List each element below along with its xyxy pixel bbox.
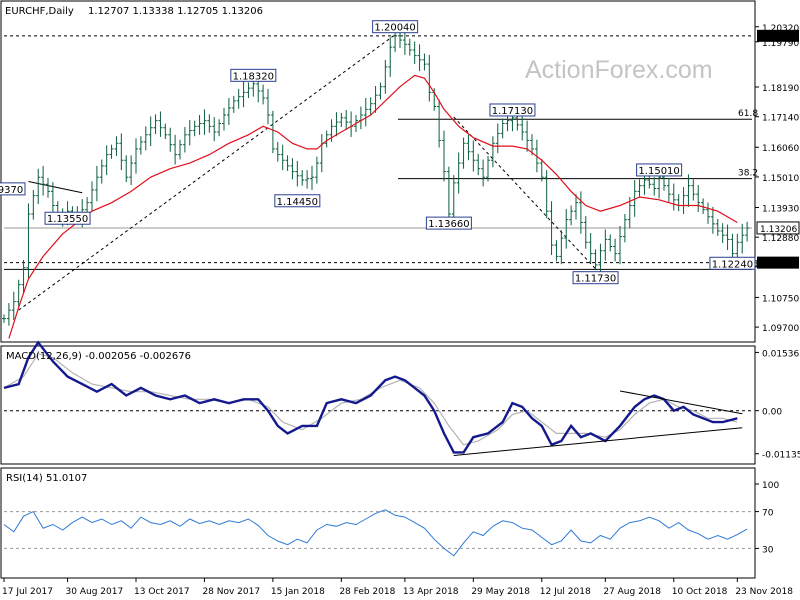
macd-trendline-0 [453,427,743,456]
price-tick-0: 1.20320 [762,24,799,34]
macd-layer [3,340,752,456]
level-tag-box-1 [757,256,799,269]
x-tick-8: 12 Jul 2018 [540,587,591,597]
x-tick-1: 30 Aug 2017 [66,587,124,597]
price-label-6: 1.13550 [47,214,88,225]
price-label-7: 1.12240 [712,259,753,270]
x-tick-6: 13 Apr 2018 [403,587,459,597]
rsi-tick-0: 100 [762,481,779,491]
fib-label-0: 61.8 [738,109,758,119]
rsi-line [3,509,748,557]
level-tag-box-0 [757,29,799,42]
x-tick-2: 13 Oct 2017 [134,587,190,597]
price-label-2: 1.17130 [492,106,533,117]
price-layer: 61.838.261.81.200401.183201.171301.15010… [0,20,800,339]
level-tag-0: 1.20000 [759,33,796,43]
short-trend-line [28,180,83,194]
price-label-box-1 [230,68,277,82]
fib-label-1: 38.2 [738,169,758,179]
macd-tick-2: -0.011352 [762,451,800,461]
axis-layer: 1.20320 1.19790 1.18190 1.17140 1.16060 1.150… [2,24,800,597]
price-tick-3: 1.17140 [762,114,799,124]
macd-tick-1: 0.00 [762,408,782,418]
downtrend-line [453,116,596,270]
price-tick-1: 1.19790 [762,39,799,49]
symbol-label: EURCHF,Daily [5,6,74,17]
current-price-tag-box [756,221,800,235]
rsi-title: RSI(14) 51.0107 [6,473,87,484]
price-label-box-5 [425,216,472,230]
price-label-box-4 [274,194,321,208]
price-tick-10: 1.09700 [762,324,799,334]
price-label-8: 1.11730 [575,274,616,285]
watermark: ActionForex.com [525,56,713,84]
price-label-0: 1.20040 [374,23,415,34]
x-tick-5: 28 Feb 2018 [339,587,395,597]
price-tick-7: 1.12880 [762,234,799,244]
macd-trendline-1 [619,390,743,415]
macd-tick-0: 0.015365 [762,349,800,359]
price-label-box-9 [0,182,26,196]
x-tick-4: 15 Jan 2018 [271,587,325,597]
price-label-4: 1.14450 [277,197,318,208]
macd-panel-frame [0,345,756,465]
x-tick-10: 10 Oct 2018 [672,587,728,597]
rsi-tick-1: 70 [762,509,774,519]
macd-title: MACD(12,26,9) -0.002056 -0.002676 [6,351,191,362]
price-label-box-2 [489,103,536,117]
x-tick-0: 17 Jul 2017 [2,587,53,597]
price-label-box-0 [372,20,419,34]
macd-line [3,340,738,454]
price-tick-6: 1.13930 [762,204,799,214]
price-label-box-8 [572,271,619,285]
rsi-tick-2: 30 [762,545,774,555]
current-price-tag: 1.13206 [760,225,797,235]
level-tag-1: 1.11980 [759,260,796,270]
price-label-box-7 [709,256,756,270]
rsi-panel-frame [0,467,756,579]
x-tick-3: 28 Nov 2017 [202,587,260,597]
price-panel-frame [0,0,756,343]
price-tick-5: 1.15010 [762,174,799,184]
price-tick-2: 1.18190 [762,84,799,94]
x-tick-11: 23 Nov 2018 [735,587,793,597]
price-label-box-3 [636,163,683,177]
ohlc-readout: 1.12707 1.13338 1.12705 1.13206 [88,6,263,17]
moving-average-line [8,74,738,339]
price-tick-4: 1.16060 [762,144,799,154]
x-tick-7: 29 May 2018 [471,587,530,597]
price-label-1: 1.18320 [233,71,274,82]
price-tick-9: 1.10750 [762,294,799,304]
price-label-3: 1.15010 [638,166,679,177]
price-label-box-6 [44,211,91,225]
price-label-5: 1.13660 [428,219,469,230]
rsi-layer [3,509,752,557]
x-tick-9: 27 Aug 2018 [603,587,661,597]
